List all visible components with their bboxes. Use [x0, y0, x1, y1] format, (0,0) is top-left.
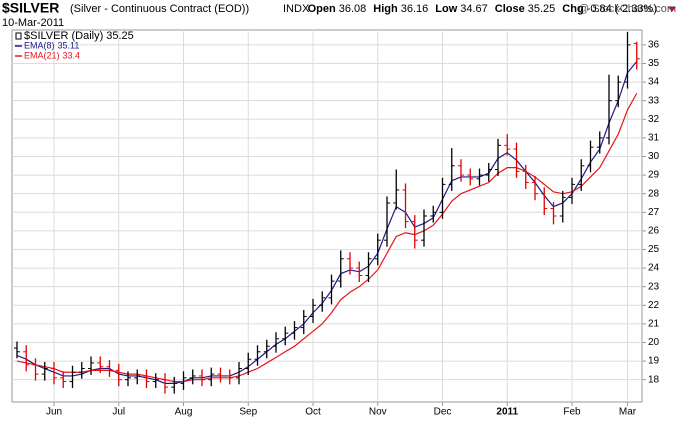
legend-label: EMA(21): [24, 50, 60, 60]
x-tick-label: Aug: [175, 407, 193, 418]
x-tick-label: Oct: [305, 407, 321, 418]
y-tick-label: 20: [648, 337, 660, 348]
down-marker: [668, 7, 676, 12]
y-tick-label: 32: [648, 114, 660, 125]
source: @ StockCharts.com: [578, 3, 676, 15]
y-tick-label: 26: [648, 226, 660, 237]
y-tick-label: 24: [648, 263, 660, 274]
description: (Silver - Continuous Contract (EOD)): [70, 3, 249, 15]
y-tick-label: 19: [648, 356, 660, 367]
quote-label: High: [373, 3, 398, 15]
legend-label: $SILVER (Daily): [24, 30, 103, 42]
x-tick-label: Nov: [369, 407, 387, 418]
x-tick-label: Dec: [434, 407, 452, 418]
y-tick-label: 34: [648, 77, 660, 88]
quote-value: 34.67: [460, 3, 488, 15]
quote-value: 36.16: [401, 3, 429, 15]
y-tick-label: 28: [648, 188, 660, 199]
y-tick-label: 31: [648, 133, 660, 144]
y-tick-label: 29: [648, 170, 660, 181]
y-tick-label: 36: [648, 40, 660, 51]
y-tick-label: 25: [648, 244, 660, 255]
y-tick-label: 18: [648, 374, 660, 385]
y-tick-label: 23: [648, 281, 660, 292]
quote-value: 36.08: [339, 3, 367, 15]
x-tick-label: Jul: [112, 407, 125, 418]
plot-frame: [11, 29, 643, 403]
date: 10-Mar-2011: [2, 17, 64, 29]
x-tick-label: Jun: [46, 407, 62, 418]
y-tick-label: 30: [648, 151, 660, 162]
x-tick-label: Mar: [619, 407, 637, 418]
legend-value: 35.25: [106, 30, 134, 42]
y-tick-label: 21: [648, 319, 660, 330]
ema-line: [16, 92, 638, 383]
quote-value: -0.84 (-2.33%): [587, 3, 657, 15]
legend-label: EMA(8): [24, 40, 55, 50]
y-tick-label: 33: [648, 95, 660, 106]
quote-label: Chg: [562, 3, 583, 15]
quote-value: 35.25: [528, 3, 556, 15]
exchange: INDX: [283, 3, 310, 15]
quote: Open 36.08 High 36.16 Low 34.67 Close 35.25 Chg -…: [308, 3, 657, 15]
y-tick-label: 35: [648, 58, 660, 69]
quote-label: Open: [308, 3, 336, 15]
y-tick-label: 27: [648, 207, 660, 218]
quote-label: Close: [495, 3, 525, 15]
symbol: $SILVER: [2, 0, 59, 16]
x-tick-label: 2011: [496, 407, 518, 418]
x-tick-label: Feb: [563, 407, 581, 418]
quote-label: Low: [435, 3, 457, 15]
legend-value: 35.11: [58, 40, 80, 50]
legend-value: 33.4: [63, 50, 81, 60]
y-tick-label: 22: [648, 300, 660, 311]
x-tick-label: Sep: [239, 407, 257, 418]
ema-line: [16, 61, 638, 384]
legend-symbol: [15, 32, 22, 40]
